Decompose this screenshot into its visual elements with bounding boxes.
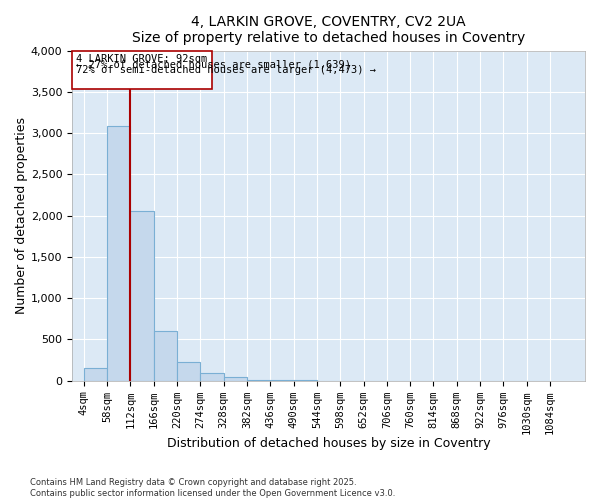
X-axis label: Distribution of detached houses by size in Coventry: Distribution of detached houses by size … xyxy=(167,437,490,450)
Title: 4, LARKIN GROVE, COVENTRY, CV2 2UA
Size of property relative to detached houses : 4, LARKIN GROVE, COVENTRY, CV2 2UA Size … xyxy=(132,15,525,45)
Bar xyxy=(107,126,130,381)
Text: Contains HM Land Registry data © Crown copyright and database right 2025.
Contai: Contains HM Land Registry data © Crown c… xyxy=(30,478,395,498)
Bar xyxy=(154,331,177,381)
Bar xyxy=(247,380,270,381)
Text: 72% of semi-detached houses are larger (4,473) →: 72% of semi-detached houses are larger (… xyxy=(76,65,376,75)
Bar xyxy=(84,368,107,381)
Text: ← 27% of detached houses are smaller (1,639): ← 27% of detached houses are smaller (1,… xyxy=(76,60,350,70)
Bar xyxy=(130,210,154,381)
Y-axis label: Number of detached properties: Number of detached properties xyxy=(15,117,28,314)
Bar xyxy=(177,362,200,381)
Bar xyxy=(200,374,224,381)
FancyBboxPatch shape xyxy=(72,50,212,90)
Bar xyxy=(224,378,247,381)
Bar xyxy=(270,380,293,381)
Text: 4 LARKIN GROVE: 92sqm: 4 LARKIN GROVE: 92sqm xyxy=(76,54,207,64)
